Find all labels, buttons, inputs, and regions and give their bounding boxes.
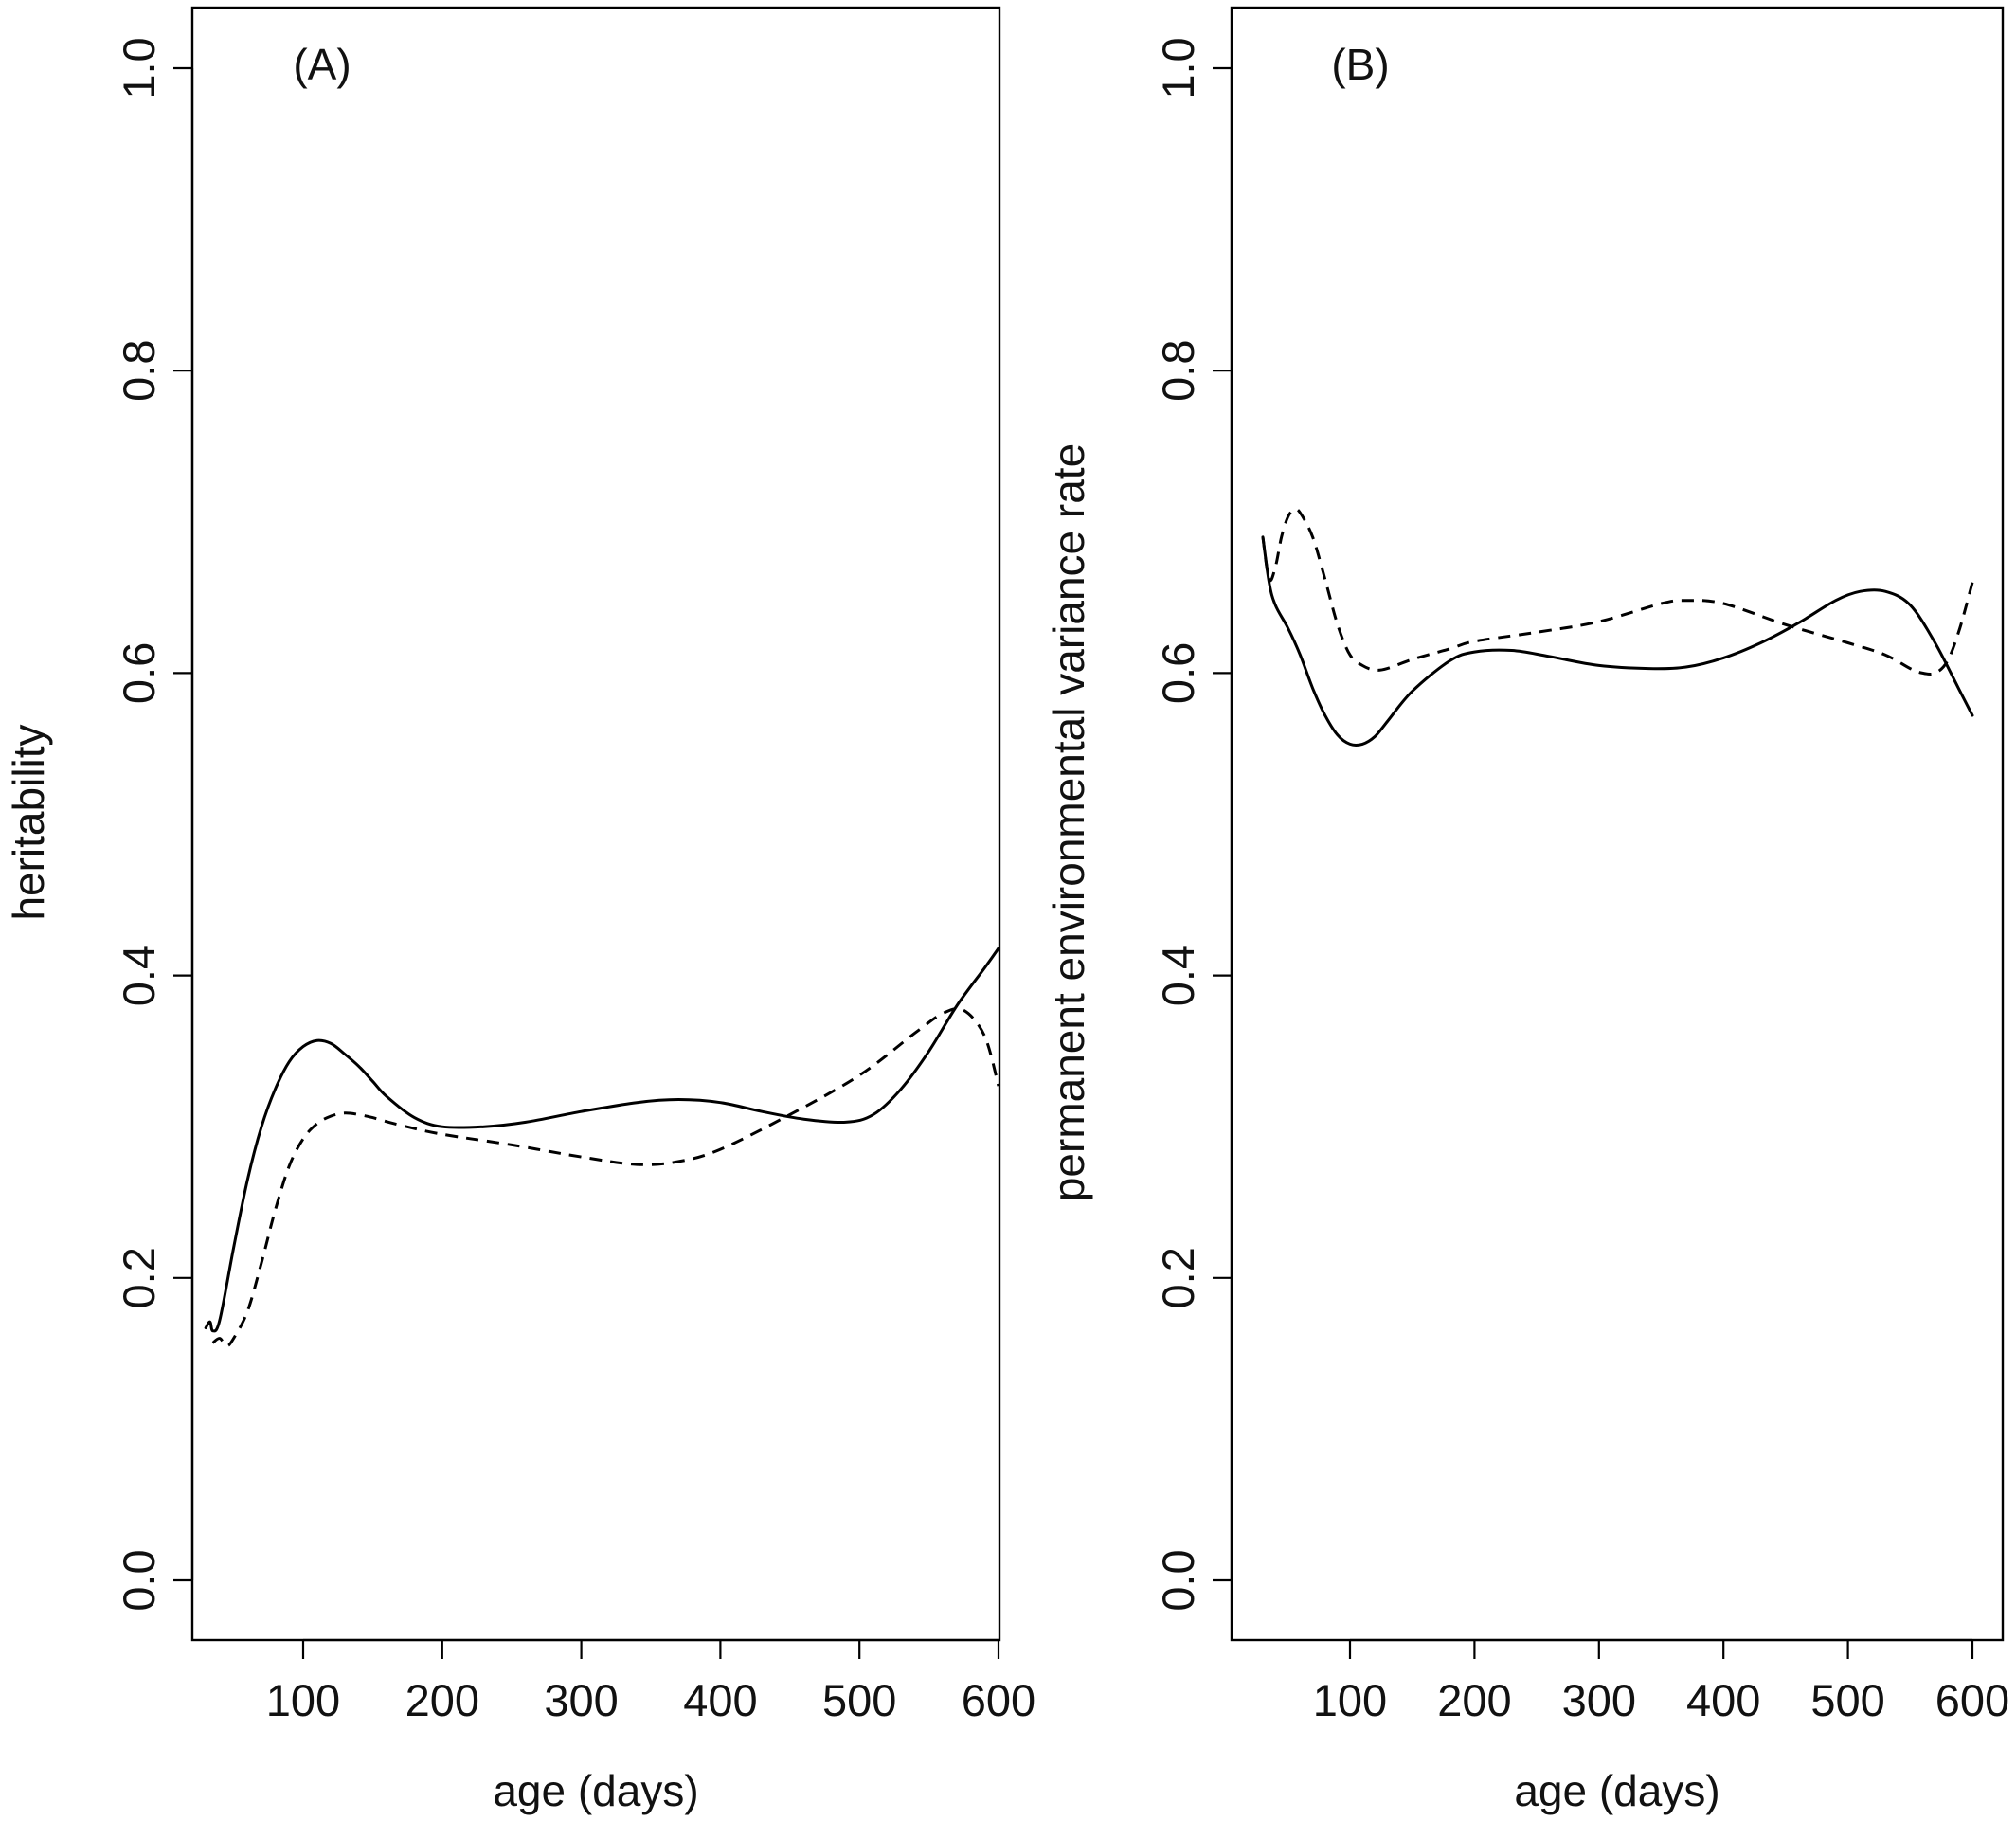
x-axis-a: 100 200 300 400 500 600 <box>266 1638 1035 1725</box>
dashed-series-line <box>1261 507 1974 676</box>
x-axis-label-a: age (days) <box>493 1766 698 1815</box>
x-tick-label: 200 <box>405 1675 479 1725</box>
y-tick-label: 0.6 <box>114 642 164 704</box>
y-tick-label: 0.4 <box>1153 945 1203 1006</box>
series-group-b <box>1261 507 1974 747</box>
panel-a: 100 200 300 400 500 600 0.0 0.2 0.4 0.6 0.8 1.0 (A… <box>4 6 1035 1815</box>
y-tick-label: 0.0 <box>1153 1549 1203 1611</box>
y-tick-label: 0.2 <box>1153 1247 1203 1308</box>
panel-label-b: (B) <box>1331 40 1389 89</box>
panel-label-a: (A) <box>293 40 351 89</box>
solid-series-line <box>1261 535 1974 747</box>
plot-frame-b <box>1230 6 2005 1642</box>
plot-frame-a <box>190 6 1001 1642</box>
x-tick-label: 400 <box>683 1675 757 1725</box>
y-tick-label: 0.2 <box>114 1247 164 1308</box>
series-group-a <box>204 947 1000 1348</box>
x-tick-label: 600 <box>1935 1675 2009 1725</box>
y-tick-label: 0.0 <box>114 1549 164 1611</box>
y-tick-label: 1.0 <box>114 37 164 99</box>
y-axis-b: 0.0 0.2 0.4 0.6 0.8 1.0 <box>1153 37 1233 1612</box>
x-tick-label: 500 <box>1810 1675 1884 1725</box>
y-tick-label: 1.0 <box>1153 37 1203 99</box>
panel-b: 100 200 300 400 500 600 0.0 0.2 0.4 0.6 0.8 1.0 (B… <box>1044 6 2009 1815</box>
x-axis-b: 100 200 300 400 500 600 <box>1313 1638 2009 1725</box>
x-axis-label-b: age (days) <box>1514 1766 1719 1815</box>
y-tick-label: 0.8 <box>1153 340 1203 402</box>
y-tick-label: 0.6 <box>1153 642 1203 704</box>
y-axis-a: 0.0 0.2 0.4 0.6 0.8 1.0 <box>114 37 194 1612</box>
x-tick-label: 100 <box>266 1675 340 1725</box>
dashed-series-line <box>211 1007 1000 1348</box>
x-tick-label: 300 <box>1562 1675 1636 1725</box>
y-axis-label-b: permanent environmental variance rate <box>1044 443 1093 1201</box>
x-tick-label: 100 <box>1313 1675 1387 1725</box>
solid-series-line <box>204 947 1000 1333</box>
x-tick-label: 500 <box>822 1675 896 1725</box>
x-tick-label: 600 <box>962 1675 1035 1725</box>
y-tick-label: 0.8 <box>114 340 164 402</box>
x-tick-label: 300 <box>544 1675 618 1725</box>
y-axis-label-a: heritability <box>4 724 53 920</box>
y-tick-label: 0.4 <box>114 945 164 1006</box>
x-tick-label: 400 <box>1686 1675 1760 1725</box>
x-tick-label: 200 <box>1437 1675 1511 1725</box>
